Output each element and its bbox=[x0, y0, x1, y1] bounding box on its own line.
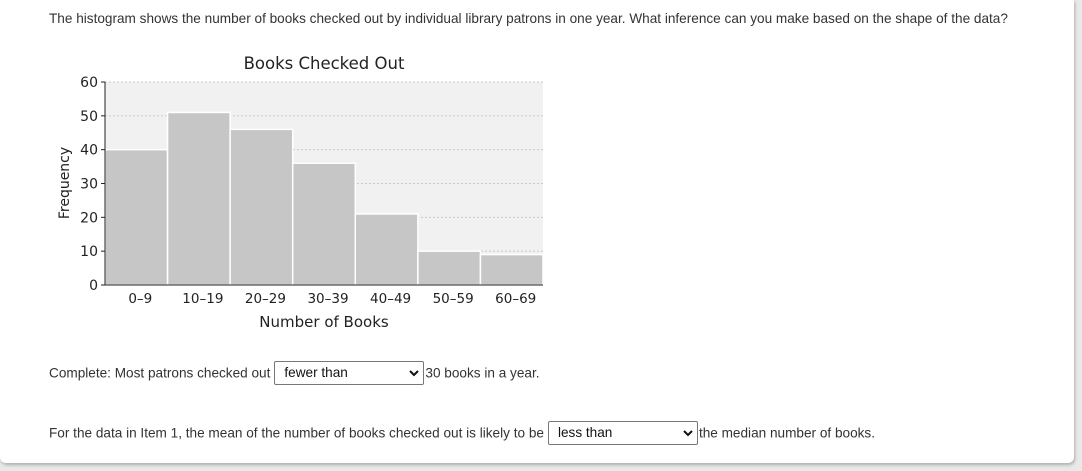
histogram-bar bbox=[229, 128, 294, 286]
histogram-chart: Books Checked Out 0 10 20 30 40 50 60 0–9 10–19… bbox=[57, 54, 544, 331]
x-axis-label: Number of Books bbox=[259, 313, 389, 331]
histogram-bar bbox=[291, 162, 357, 286]
y-axis-label: Frequency bbox=[57, 147, 73, 219]
y-tick-label: 10 bbox=[80, 244, 98, 260]
item2-prefix: For the data in Item 1, the mean of the … bbox=[49, 425, 544, 441]
item1-selected-value: fewer than bbox=[284, 365, 348, 380]
item2-dropdown[interactable]: less than bbox=[547, 421, 698, 445]
chevron-down-icon bbox=[683, 430, 693, 437]
x-tick-label: 40–49 bbox=[370, 291, 411, 307]
y-tick-label: 30 bbox=[80, 177, 98, 193]
x-tick-label: 20–29 bbox=[245, 291, 286, 307]
item1-suffix: 30 books in a year. bbox=[425, 365, 540, 381]
x-tick-label: 10–19 bbox=[182, 291, 223, 307]
y-tick-label: 50 bbox=[80, 109, 98, 125]
item2-suffix: the median number of books. bbox=[698, 425, 876, 441]
y-tick-label: 0 bbox=[89, 278, 98, 294]
y-tick-label: 20 bbox=[80, 210, 98, 226]
item2-selected-value: less than bbox=[557, 425, 613, 440]
item1-prefix: Complete: Most patrons checked out bbox=[49, 365, 271, 381]
y-tick-label: 40 bbox=[80, 143, 98, 159]
bars bbox=[104, 111, 544, 286]
chart-title: Books Checked Out bbox=[244, 54, 405, 73]
x-tick-labels: 0–9 10–19 20–29 30–39 40–49 50–59 60–69 bbox=[128, 291, 536, 307]
question-text: The histogram shows the number of books … bbox=[49, 11, 1008, 26]
x-tick-label: 30–39 bbox=[307, 291, 348, 307]
histogram-bar bbox=[417, 250, 482, 286]
question-card: The histogram shows the number of books … bbox=[0, 0, 1074, 463]
histogram-bar bbox=[479, 253, 544, 286]
histogram-bar bbox=[104, 148, 169, 286]
x-tick-label: 60–69 bbox=[495, 291, 536, 307]
item1-row: Complete: Most patrons checked out fewer… bbox=[49, 361, 540, 385]
x-tick-label: 0–9 bbox=[128, 291, 152, 307]
x-tick-label: 50–59 bbox=[433, 291, 474, 307]
y-tick-label: 60 bbox=[80, 75, 98, 91]
item2-row: For the data in Item 1, the mean of the … bbox=[49, 421, 875, 445]
y-tick-labels: 0 10 20 30 40 50 60 bbox=[80, 75, 105, 294]
histogram-bar bbox=[166, 111, 231, 286]
histogram-bar bbox=[354, 213, 419, 286]
item1-dropdown[interactable]: fewer than bbox=[274, 361, 425, 385]
chevron-down-icon bbox=[409, 370, 420, 377]
